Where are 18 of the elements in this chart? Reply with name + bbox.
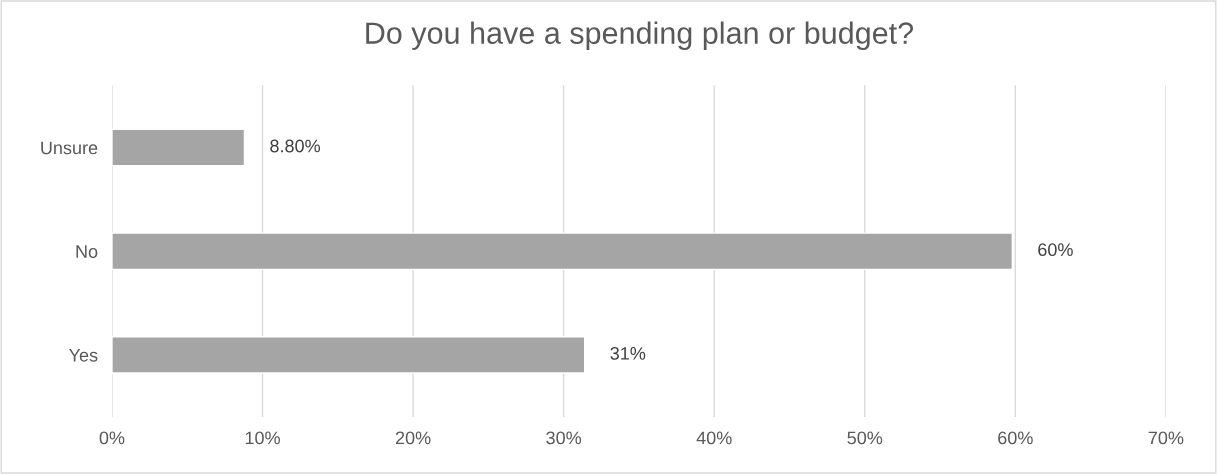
x-tick-label: 10%	[245, 431, 280, 445]
y-tick-label: Yes	[69, 349, 98, 362]
x-tick-label: 30%	[546, 431, 582, 445]
x-tick-label: 20%	[395, 431, 431, 445]
x-tick-label: 70%	[1148, 431, 1184, 445]
data-label: 31%	[610, 346, 646, 360]
y-tick-label: No	[76, 245, 98, 258]
bar	[111, 232, 1014, 271]
data-label: 8.80%	[270, 139, 321, 153]
chart-title: Do you have a spending plan or budget?	[366, 21, 914, 50]
y-tick-label: Unsure	[41, 141, 98, 155]
x-tick-label: 60%	[998, 431, 1033, 445]
data-label: 60%	[1038, 243, 1073, 257]
x-tick-label: 50%	[847, 431, 883, 445]
bar	[111, 336, 586, 374]
x-tick-label: 0%	[99, 431, 125, 445]
x-tick-label: 40%	[696, 431, 732, 445]
bar	[111, 128, 246, 167]
